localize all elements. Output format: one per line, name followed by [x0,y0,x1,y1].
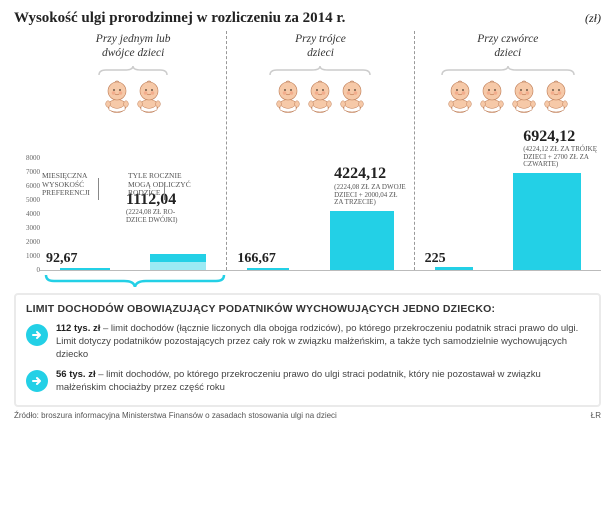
chart-area: 010002000300040005000600070008000 Przy j… [40,31,601,271]
signature: ŁR [591,411,601,420]
right-callout: TYLE ROCZNIEMOGĄ ODLICZYĆRODZICE [128,172,191,198]
baby-icon [102,79,132,113]
monthly-value: 225 [425,251,446,267]
yearly-callout: 4224,12(2224,08 ZŁ ZA DWOJEDZIECI + 2000… [334,165,406,206]
baby-icons [233,79,407,113]
baby-icon [445,79,475,113]
monthly-value: 92,67 [46,251,78,267]
chart-panel: Przy czwórcedzieci [415,31,601,270]
arrow-icon [26,370,48,392]
panel-title: Przy trójcedzieci [233,33,407,61]
y-axis: 010002000300040005000600070008000 [14,158,40,270]
bar [435,267,473,270]
top-bracket [233,65,407,77]
baby-icon [541,79,571,113]
y-tick: 3000 [26,224,40,232]
bar [150,254,206,270]
y-tick: 7000 [26,168,40,176]
y-tick: 2000 [26,238,40,246]
arrow-icon [26,324,48,346]
panel-title: Przy czwórcedzieci [421,33,595,61]
top-bracket [46,65,220,77]
bar [60,268,110,270]
bullet-text: 112 tys. zł – limit dochodów (łącznie li… [56,323,589,361]
top-bracket [421,65,595,77]
limit-box: LIMIT DOCHODÓW OBOWIĄZUJĄCY PODATNIKÓW W… [14,293,601,407]
chart-panel: Przy jednym lubdwójce dzieci 92,671112,0… [40,31,227,270]
bar [330,211,394,270]
y-tick: 8000 [26,154,40,162]
panel-title: Przy jednym lubdwójce dzieci [46,33,220,61]
baby-icon [134,79,164,113]
chart-title: Wysokość ulgi prorodzinnej w rozliczeniu… [14,10,345,27]
bullet-text: 56 tys. zł – limit dochodów, po którego … [56,369,589,395]
y-tick: 1000 [26,252,40,260]
bar [513,173,581,270]
baby-icon [477,79,507,113]
limit-bullet: 56 tys. zł – limit dochodów, po którego … [26,369,589,395]
source-text: Źródło: broszura informacyjna Ministerst… [14,411,337,420]
limit-bullet: 112 tys. zł – limit dochodów (łącznie li… [26,323,589,361]
baby-icon [509,79,539,113]
baby-icon [273,79,303,113]
chart-panel: Przy trójcedzieci 166,67422 [227,31,414,270]
y-tick: 4000 [26,210,40,218]
leader-line [164,182,165,200]
baby-icons [46,79,220,113]
limit-title: LIMIT DOCHODÓW OBOWIĄZUJĄCY PODATNIKÓW W… [26,303,589,315]
monthly-value: 166,67 [237,251,276,267]
leader-line [98,178,99,200]
baby-icon [337,79,367,113]
yearly-callout: 6924,12(4224,12 ZŁ ZA TRÓJKĘDZIECI + 270… [523,128,597,169]
unit-label: (zł) [585,11,601,26]
left-callout: MIESIĘCZNAWYSOKOŚĆPREFERENCJI [42,172,90,198]
y-tick: 6000 [26,182,40,190]
bar [247,268,289,270]
baby-icons [421,79,595,113]
y-tick: 5000 [26,196,40,204]
bottom-bracket [40,273,601,287]
baby-icon [305,79,335,113]
